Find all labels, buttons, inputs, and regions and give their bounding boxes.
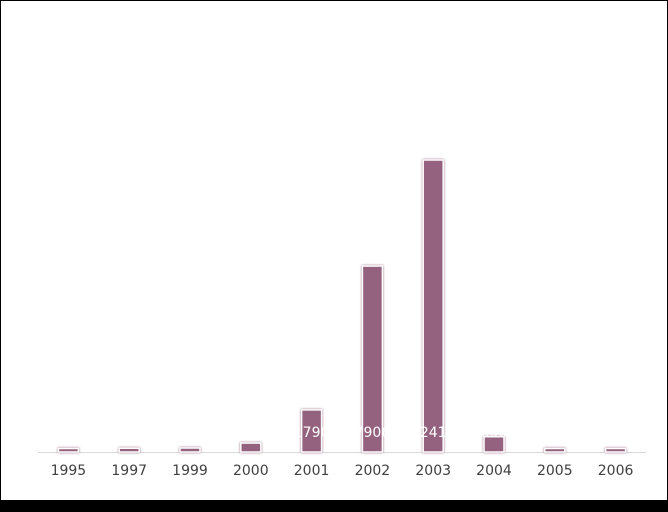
x-tick-label: 2005 [537, 463, 573, 479]
x-tick-label: 1995 [51, 463, 87, 479]
data-label: 380 [237, 425, 264, 441]
data-label: 7906 [355, 425, 391, 441]
data-label: 150 [55, 425, 82, 441]
bar [604, 447, 627, 453]
x-tick-label: 2002 [355, 463, 391, 479]
chart-background [1, 1, 667, 500]
data-label: 160 [116, 425, 143, 441]
bar [240, 442, 262, 453]
x-tick-label: 2004 [476, 463, 512, 479]
x-tick-label: 2001 [294, 463, 330, 479]
bar [422, 159, 444, 453]
bar [544, 447, 566, 453]
bar [118, 447, 140, 453]
bar [57, 447, 80, 453]
x-tick-label: 2000 [233, 463, 269, 479]
data-label: 1790 [294, 425, 330, 441]
bar [361, 265, 384, 453]
data-label: 150 [541, 425, 568, 441]
bar [300, 409, 323, 453]
data-label: 150 [602, 425, 629, 441]
bar [179, 447, 201, 453]
x-tick-label: 2006 [598, 463, 634, 479]
data-label: 170 [177, 425, 204, 441]
x-tick-label: 2003 [415, 463, 451, 479]
data-label: 650 [481, 425, 508, 441]
x-tick-label: 1997 [111, 463, 147, 479]
bar [483, 435, 505, 453]
x-tick-label: 1999 [172, 463, 208, 479]
data-label: 12416 [411, 425, 456, 441]
